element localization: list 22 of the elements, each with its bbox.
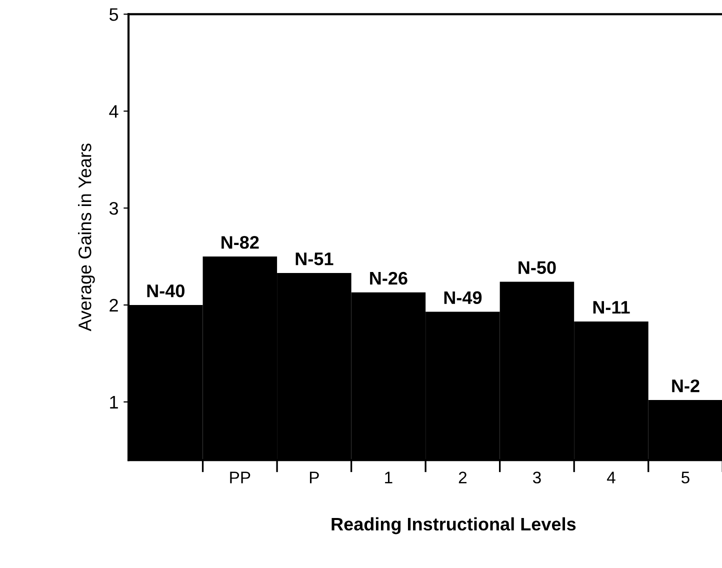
x-tick-label: 5 — [682, 472, 690, 484]
y-tick-label: 4 — [109, 105, 118, 118]
data-label: N-11 — [593, 301, 630, 314]
data-label: N-50 — [518, 261, 556, 274]
y-axis-title: Average Gains in Years — [78, 144, 95, 332]
data-label: N-2 — [672, 379, 700, 392]
y-tick-label: 3 — [109, 202, 118, 215]
x-tick-label: 3 — [532, 472, 541, 484]
y-tick-label: 1 — [110, 396, 118, 408]
y-tick-label: 2 — [110, 298, 118, 312]
data-label: N-49 — [444, 291, 482, 304]
x-tick-label: 2 — [458, 472, 466, 484]
data-label: N-82 — [222, 236, 259, 249]
data-label: N-40 — [147, 284, 184, 298]
x-tick-label: 4 — [606, 472, 616, 484]
x-tick-label: P — [310, 472, 319, 484]
data-label: N-26 — [370, 272, 408, 285]
x-tick-label: 1 — [385, 472, 392, 484]
x-tick-label: PP — [230, 472, 250, 484]
y-tick-label: 5 — [109, 8, 118, 21]
x-axis-title: Reading Instructional Levels — [332, 517, 576, 534]
data-label: N-51 — [296, 252, 334, 266]
